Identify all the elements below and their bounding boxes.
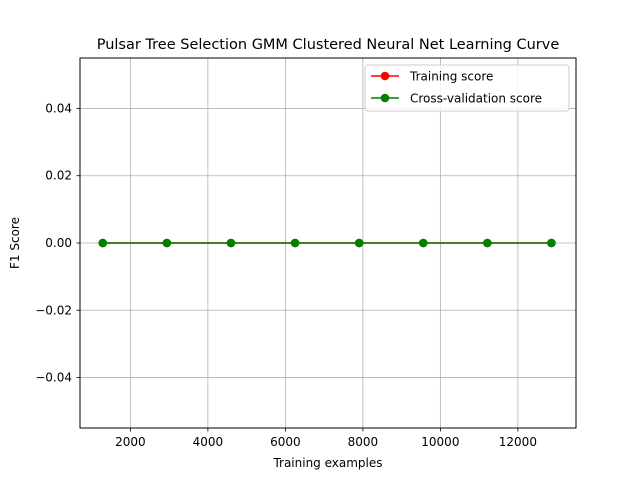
x-tick-label: 12000	[499, 435, 537, 449]
y-axis-label: F1 Score	[8, 217, 22, 269]
cross-validation-score-point	[547, 238, 556, 248]
y-tick-label: −0.04	[35, 371, 72, 385]
y-tick-label: 0.02	[45, 169, 72, 183]
cross-validation-score-point	[483, 238, 492, 248]
x-tick-label: 8000	[348, 435, 379, 449]
cross-validation-score-point	[98, 238, 108, 248]
legend-label-cross-validation-score: Cross-validation score	[410, 92, 542, 106]
cross-validation-score-point	[354, 238, 364, 248]
x-tick-label: 2000	[115, 435, 146, 449]
legend-marker-cross-validation-score	[380, 93, 390, 103]
x-tick-label: 4000	[193, 435, 224, 449]
y-tick-label: 0.04	[45, 101, 72, 115]
y-tick-label: 0.00	[45, 236, 72, 250]
axis-ticks: 2000 4000 6000 8000 10000 12000 −0.04 −0.02 0.00…	[35, 101, 537, 449]
cross-validation-score-point	[418, 238, 428, 248]
cross-validation-score-point	[226, 238, 236, 248]
x-tick-label: 10000	[421, 435, 459, 449]
legend-marker-training-score	[380, 71, 390, 81]
cross-validation-score-point	[290, 238, 300, 248]
legend: Training score Cross-validation score	[364, 64, 570, 112]
series-layer	[98, 238, 556, 248]
legend-box	[364, 64, 570, 112]
y-tick-label: −0.02	[35, 303, 72, 317]
x-tick-label: 6000	[270, 435, 301, 449]
legend-label-training-score: Training score	[409, 70, 493, 84]
cross-validation-score-point	[162, 238, 172, 248]
x-axis-label: Training examples	[272, 456, 382, 470]
chart-title: Pulsar Tree Selection GMM Clustered Neur…	[97, 37, 560, 53]
